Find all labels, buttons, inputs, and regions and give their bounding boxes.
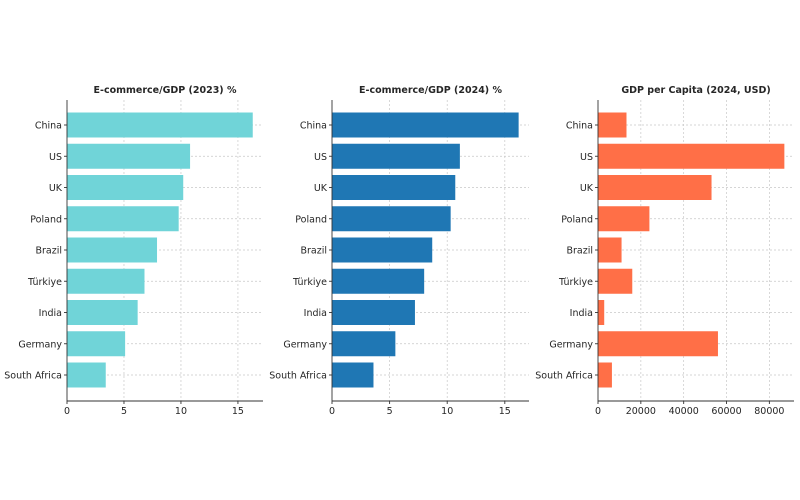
y-tick-label: Germany	[18, 339, 62, 350]
x-tick-label: 5	[121, 406, 127, 417]
x-tick-label: 20000	[626, 406, 656, 417]
bar-series	[598, 112, 785, 388]
bar-uk	[67, 175, 184, 200]
y-axis-tick-labels: China US UK Poland Brazil Türkiye India Germany…	[535, 121, 598, 382]
bar-india	[332, 300, 415, 325]
bar-brazil	[67, 237, 158, 263]
y-tick-label: South Africa	[535, 371, 593, 382]
bar-t-rkiye	[67, 268, 145, 294]
chart-panel-1: E-commerce/GDP (2023) % China US UK Poland Br…	[4, 85, 263, 417]
y-axis-tick-labels: China US UK Poland Brazil Türkiye India Germany…	[4, 121, 67, 382]
bar-brazil	[332, 237, 433, 263]
x-tick-label: 15	[499, 406, 511, 417]
x-tick-label: 5	[387, 406, 393, 417]
y-tick-label: Türkiye	[27, 277, 62, 288]
y-tick-label: Türkiye	[558, 277, 593, 288]
x-tick-label: 10	[175, 406, 187, 417]
x-axis-tick-labels: 0 20000 40000 60000 80000	[595, 401, 784, 417]
y-tick-label: Germany	[283, 339, 327, 350]
chart-title: E-commerce/GDP (2024) %	[359, 85, 502, 96]
bar-germany	[598, 331, 718, 357]
x-tick-label: 60000	[711, 406, 741, 417]
bar-china	[598, 112, 627, 138]
bar-china	[332, 112, 519, 138]
y-tick-label: Brazil	[35, 246, 62, 257]
bar-t-rkiye	[332, 268, 425, 294]
y-tick-label: US	[49, 152, 62, 163]
y-tick-label: Germany	[549, 339, 593, 350]
chart-panel-3: GDP per Capita (2024, USD) China US UK Polan…	[535, 85, 794, 417]
y-tick-label: UK	[580, 183, 594, 194]
y-tick-label: India	[304, 308, 327, 319]
y-tick-label: UK	[49, 183, 63, 194]
x-tick-label: 10	[441, 406, 453, 417]
bar-uk	[598, 175, 712, 200]
bar-us	[67, 143, 191, 169]
bar-china	[67, 112, 253, 138]
bar-us	[332, 143, 460, 169]
bar-brazil	[598, 237, 622, 263]
y-tick-label: US	[580, 152, 593, 163]
x-tick-label: 40000	[669, 406, 699, 417]
y-tick-label: India	[39, 308, 62, 319]
bar-germany	[67, 331, 126, 357]
x-tick-label: 15	[232, 406, 244, 417]
y-tick-label: Brazil	[566, 246, 593, 257]
x-tick-label: 0	[595, 406, 601, 417]
y-tick-label: UK	[314, 183, 328, 194]
bar-series	[67, 112, 253, 388]
bar-poland	[67, 206, 179, 232]
bar-germany	[332, 331, 396, 357]
x-axis-tick-labels: 0 5 10 15	[329, 401, 511, 417]
bar-india	[598, 300, 605, 325]
y-tick-label: China	[35, 121, 62, 132]
y-tick-label: Poland	[295, 214, 327, 225]
x-tick-label: 0	[64, 406, 70, 417]
y-tick-label: Türkiye	[292, 277, 327, 288]
y-tick-label: South Africa	[269, 371, 327, 382]
bar-south-africa	[598, 362, 612, 388]
bar-us	[598, 143, 785, 169]
chart-title: GDP per Capita (2024, USD)	[621, 85, 770, 96]
bar-t-rkiye	[598, 268, 633, 294]
bar-south-africa	[332, 362, 374, 388]
chart-panel-2: E-commerce/GDP (2024) % China US UK Poland Br…	[269, 85, 529, 417]
bar-south-africa	[67, 362, 106, 388]
y-tick-label: India	[570, 308, 593, 319]
bar-series	[332, 112, 519, 388]
x-axis-tick-labels: 0 5 10 15	[64, 401, 244, 417]
y-tick-label: South Africa	[4, 371, 62, 382]
y-tick-label: China	[300, 121, 327, 132]
y-tick-label: US	[314, 152, 327, 163]
y-axis-tick-labels: China US UK Poland Brazil Türkiye India Germany…	[269, 121, 332, 382]
chart-title: E-commerce/GDP (2023) %	[94, 85, 237, 96]
y-tick-label: China	[566, 121, 593, 132]
y-tick-label: Poland	[30, 214, 62, 225]
bar-poland	[598, 206, 650, 232]
x-tick-label: 80000	[754, 406, 784, 417]
y-tick-label: Poland	[561, 214, 593, 225]
bar-poland	[332, 206, 451, 232]
x-tick-label: 0	[329, 406, 335, 417]
bar-india	[67, 300, 138, 325]
y-tick-label: Brazil	[300, 246, 327, 257]
bar-uk	[332, 175, 456, 200]
